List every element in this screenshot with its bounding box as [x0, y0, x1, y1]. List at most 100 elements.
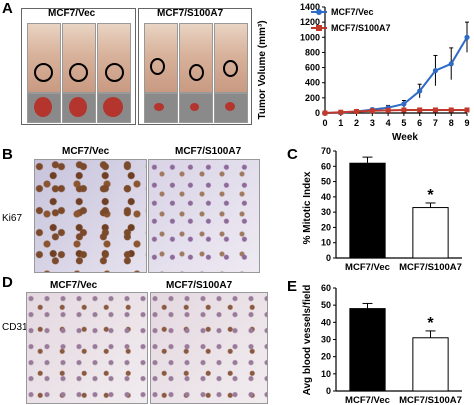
- y-tick-label: 20: [321, 222, 331, 232]
- y-tick-label: 1400: [300, 2, 320, 12]
- panel-label-a: A: [2, 0, 13, 17]
- data-point: [432, 68, 439, 74]
- panel-label-d: D: [2, 274, 13, 291]
- caption-s100a7-b: MCF7/S100A7: [175, 146, 242, 157]
- legend-marker-s100a7: [316, 25, 322, 31]
- y-tick-label: 60: [321, 283, 331, 293]
- data-point: [322, 110, 328, 116]
- series-line: [324, 36, 468, 114]
- data-point: [464, 107, 470, 113]
- category-label: MCF7/S100A7: [399, 395, 462, 405]
- data-point: [338, 109, 344, 115]
- panel-label-e: E: [287, 278, 298, 295]
- panel-label-b: B: [2, 146, 13, 163]
- micrograph-cd31-s100a7: [150, 292, 268, 404]
- caption-vec-d: MCF7/Vec: [50, 280, 98, 291]
- category-label: MCF7/Vec: [345, 262, 390, 273]
- mouse-photo: [179, 23, 213, 93]
- significance-marker: *: [427, 187, 434, 204]
- data-point: [432, 107, 438, 113]
- x-tick-label: 7: [433, 118, 438, 128]
- y-tick-label: 40: [321, 192, 331, 202]
- tumor-tissue: [34, 97, 52, 117]
- bar: [412, 337, 449, 392]
- chart-plot: 0 10 20 30 40 50 60 70 MCF7/Vec MCF7/S100A7 *: [321, 146, 462, 273]
- y-tick-label: 600: [305, 63, 320, 73]
- y-tick-label: 50: [321, 177, 331, 187]
- data-point: [448, 107, 454, 113]
- micrograph-ki67-vec: [34, 159, 147, 273]
- x-tick-label: 5: [401, 118, 406, 128]
- y-axis-label: % Mitotic Index: [302, 171, 313, 244]
- tumor-circle-marker: [189, 64, 204, 81]
- tumor-circle-marker: [150, 58, 165, 75]
- tumor-volume-chart: Tumor Volume (mm³) Week 0 200 400 600 800 100…: [257, 2, 470, 142]
- tumor-tissue: [154, 103, 164, 111]
- side-label-cd31: CD31: [2, 322, 28, 333]
- caption-vec-b: MCF7/Vec: [62, 146, 110, 157]
- caption-s100a7-d: MCF7/S100A7: [166, 280, 233, 291]
- y-tick-label: 60: [321, 161, 331, 171]
- x-tick-label: 1: [338, 118, 343, 128]
- y-tick-label: 400: [305, 78, 320, 88]
- tumor-circle-marker: [69, 63, 88, 82]
- chart-legend: MCF7/Vec MCF7/S100A7: [311, 7, 391, 33]
- significance-marker: *: [427, 315, 434, 332]
- mouse-photo: [27, 23, 61, 93]
- category-label: MCF7/S100A7: [399, 262, 462, 273]
- blood-vessels-chart: Avg blood vessels/field 0 10 20 30 40 50 60 MCF…: [302, 283, 462, 405]
- side-label-ki67: Ki67: [2, 213, 23, 224]
- micrograph-cd31-vec: [26, 292, 148, 404]
- series-line: [324, 108, 467, 114]
- y-tick-label: 800: [305, 47, 320, 57]
- data-point: [417, 88, 423, 94]
- y-tick-label: 10: [321, 369, 331, 379]
- x-tick-label: 6: [417, 118, 422, 128]
- data-point: [448, 61, 454, 67]
- photo-panel-s100a7: MCF7/S100A7: [138, 8, 252, 125]
- tumor-circle-marker: [34, 63, 53, 82]
- micrograph-ki67-s100a7: [148, 159, 260, 273]
- y-tick-label: 10: [321, 238, 331, 248]
- data-point: [369, 108, 375, 114]
- data-point: [401, 101, 407, 107]
- tumor-tissue: [103, 97, 123, 117]
- y-tick-label: 1200: [300, 17, 320, 27]
- mouse-photo: [214, 23, 248, 93]
- x-axis-label: Week: [392, 132, 418, 142]
- y-tick-label: 30: [321, 207, 331, 217]
- caption-s100a7: MCF7/S100A7: [157, 8, 224, 19]
- category-label: MCF7/Vec: [345, 395, 390, 405]
- bar: [412, 207, 449, 259]
- x-tick-label: 4: [386, 118, 391, 128]
- bar: [349, 308, 386, 392]
- x-tick-label: 8: [449, 118, 454, 128]
- y-tick-label: 50: [321, 300, 331, 310]
- y-tick-label: 70: [321, 146, 331, 156]
- y-tick-label: 0: [315, 108, 320, 118]
- chart-plot: 0 10 20 30 40 50 60 MCF7/Vec MCF7/S100A7 *: [321, 283, 462, 405]
- bar: [349, 162, 386, 259]
- panel-label-c: C: [287, 146, 298, 163]
- tumor-tissue: [225, 102, 235, 111]
- tumor-tissue: [69, 97, 87, 117]
- mouse-photo: [62, 23, 96, 93]
- data-point: [417, 107, 423, 113]
- data-point: [401, 107, 407, 113]
- legend-label-s100a7: MCF7/S100A7: [331, 23, 391, 33]
- x-tick-label: 0: [322, 118, 327, 128]
- mitotic-index-chart: % Mitotic Index 0 10 20 30 40 50 60 70 MCF7/Vec M…: [302, 146, 462, 273]
- y-tick-label: 200: [305, 93, 320, 103]
- y-tick-label: 0: [326, 386, 331, 396]
- mouse-photo: [97, 23, 131, 93]
- y-tick-label: 30: [321, 335, 331, 345]
- y-axis-label: Tumor Volume (mm³): [257, 20, 268, 119]
- y-tick-label: 20: [321, 352, 331, 362]
- tumor-circle-marker: [105, 63, 124, 82]
- data-point: [464, 34, 470, 40]
- x-tick-label: 3: [370, 118, 375, 128]
- photo-panel-vec: MCF7/Vec: [21, 8, 136, 125]
- legend-label-vec: MCF7/Vec: [331, 7, 374, 17]
- x-tick-label: 9: [464, 118, 469, 128]
